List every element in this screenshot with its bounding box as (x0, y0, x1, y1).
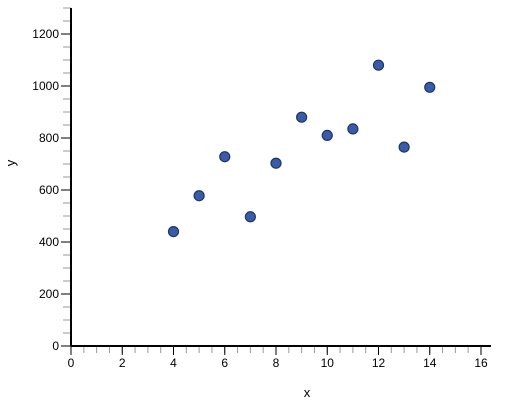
x-tick-label: 2 (119, 356, 126, 370)
scatter-point (193, 190, 205, 202)
scatter-point (270, 157, 282, 169)
y-tick-label: 200 (39, 287, 59, 301)
scatter-point (321, 129, 333, 141)
x-tick-label: 0 (68, 356, 75, 370)
y-tick-label: 1000 (32, 79, 59, 93)
y-tick-label: 0 (52, 339, 59, 353)
x-tick-label: 14 (423, 356, 437, 370)
y-axis-major-ticks: 0 200 400 600 800 1000 1200 (32, 27, 71, 353)
data-points (167, 59, 436, 238)
y-tick-label: 800 (39, 131, 59, 145)
y-axis-minor-ticks (63, 7, 71, 347)
scatter-point (167, 226, 180, 238)
x-tick-label: 4 (170, 356, 177, 370)
x-tick-label: 16 (474, 356, 488, 370)
x-tick-label: 12 (372, 356, 386, 370)
x-tick-label: 10 (321, 356, 335, 370)
x-axis-major-ticks: 0 2 4 6 8 10 12 14 16 (68, 346, 488, 370)
scatter-point (424, 81, 436, 93)
x-tick-label: 8 (273, 356, 280, 370)
scatter-point (372, 59, 385, 71)
y-tick-label: 600 (39, 183, 59, 197)
x-axis-label: x (304, 385, 311, 400)
y-tick-label: 400 (39, 235, 59, 249)
scatter-point (219, 151, 231, 163)
x-axis-minor-ticks (70, 346, 482, 353)
y-tick-label: 1200 (32, 27, 59, 41)
x-tick-label: 6 (221, 356, 228, 370)
y-axis-label: y (3, 159, 18, 166)
scatter-point (347, 123, 359, 135)
scatter-point (296, 111, 308, 123)
scatter-point (398, 141, 410, 153)
scatter-point (244, 211, 256, 223)
